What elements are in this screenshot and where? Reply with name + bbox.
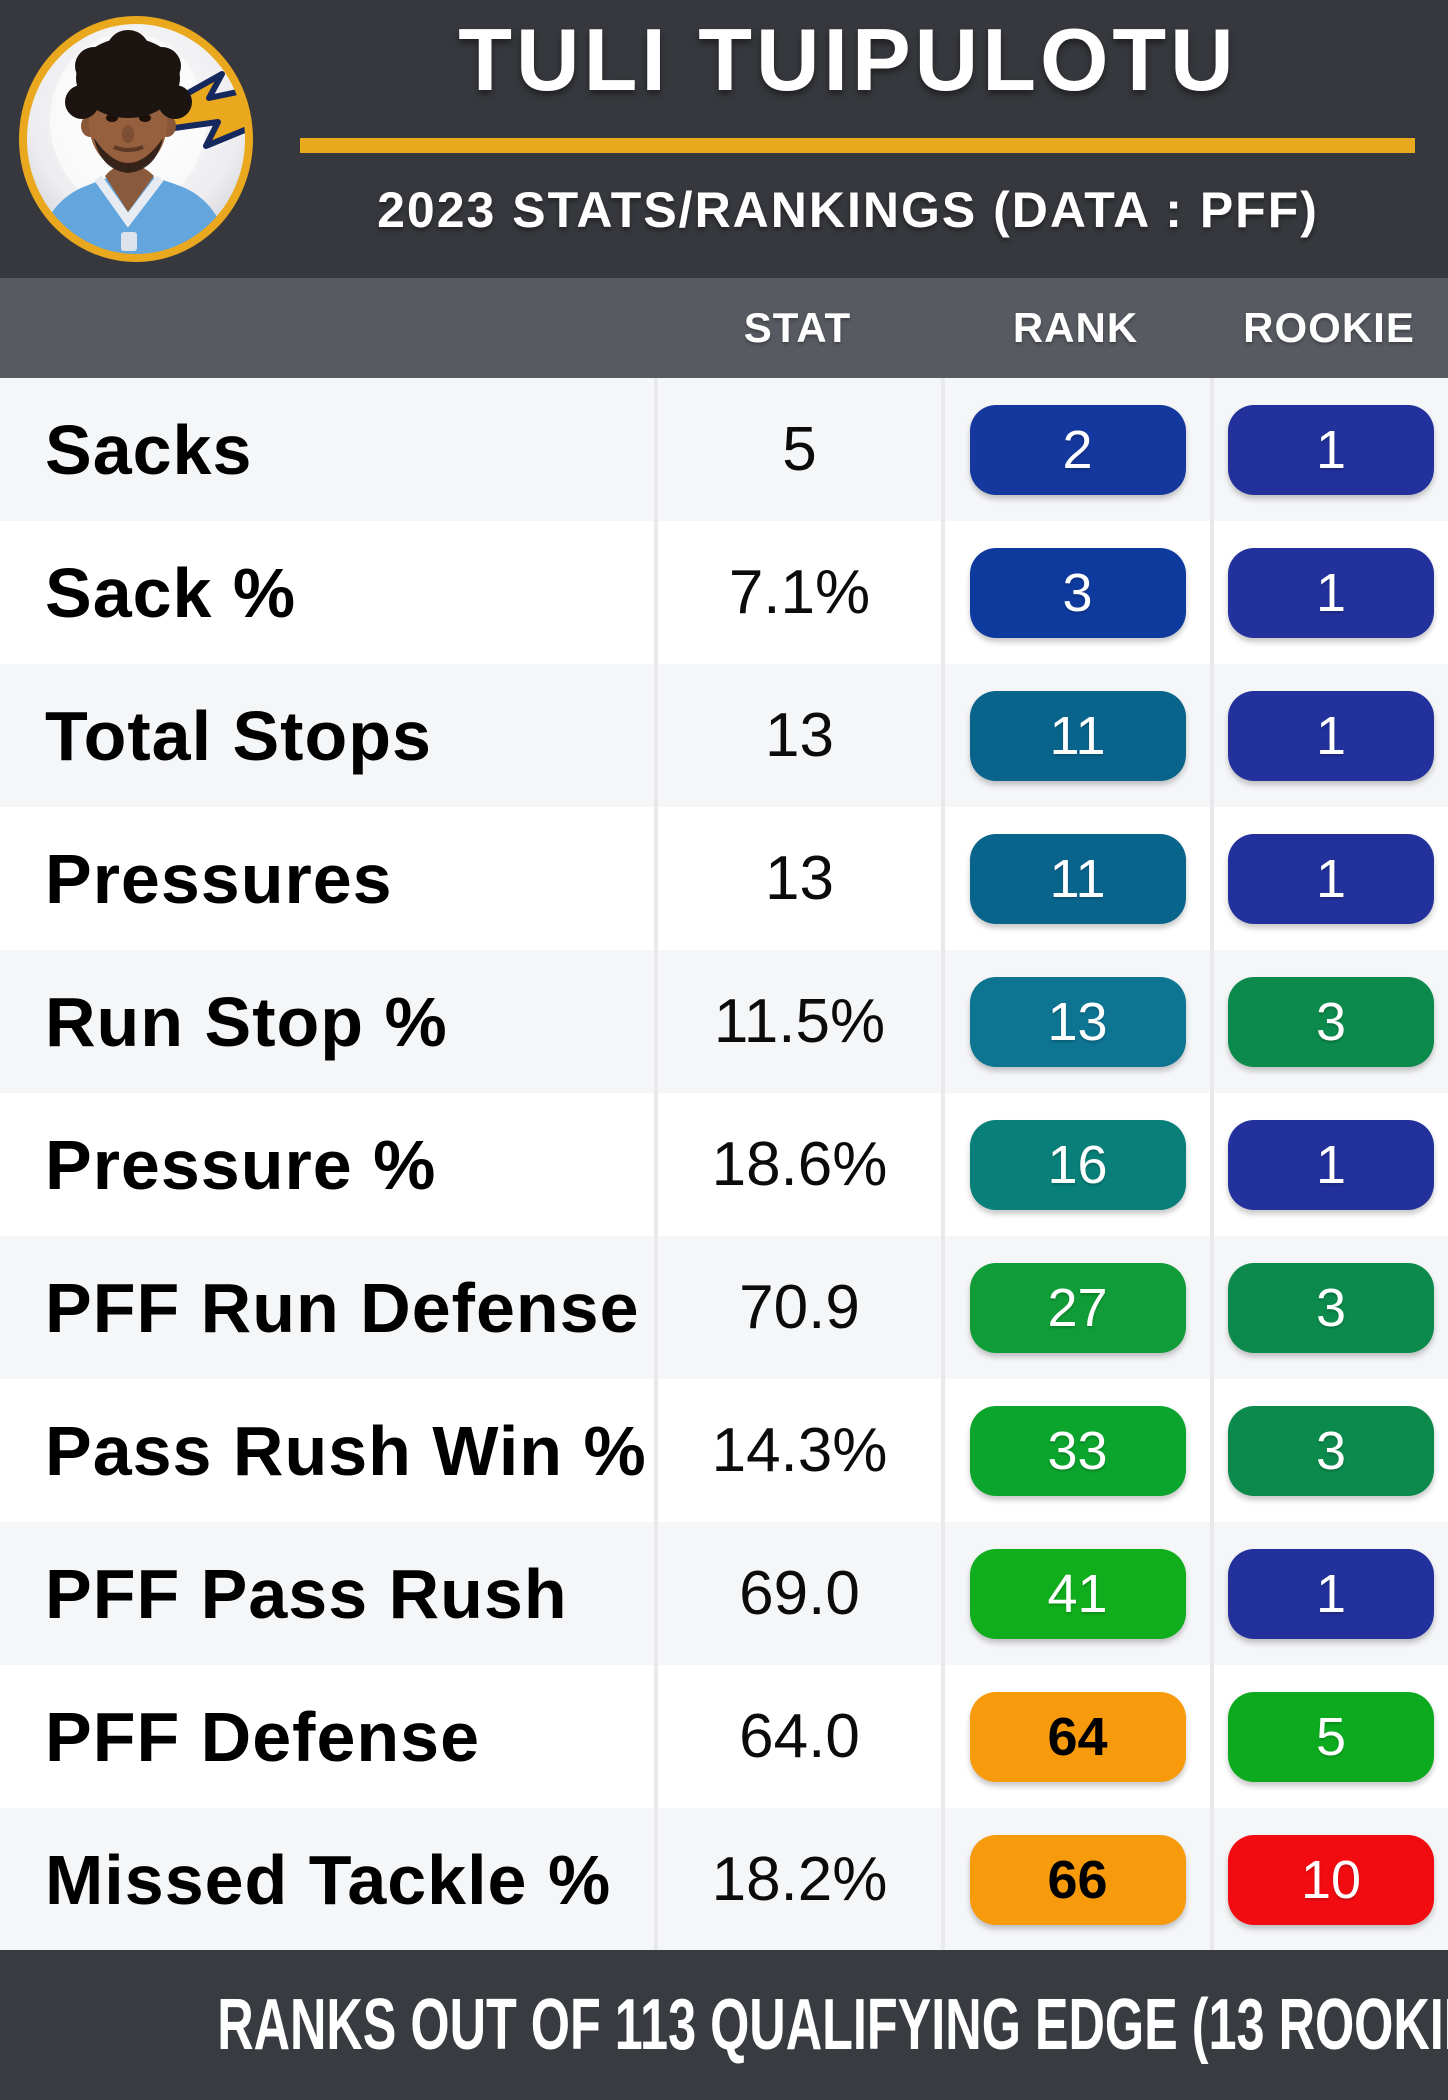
rank-badge: 41 <box>969 1548 1186 1639</box>
rookie-badge: 5 <box>1228 1691 1434 1782</box>
rookie-badge: 1 <box>1228 547 1434 638</box>
stat-label: Missed Tackle % <box>45 1840 612 1919</box>
stat-value: 5 <box>782 415 817 484</box>
stat-value: 13 <box>765 844 834 913</box>
table-row: PFF Defense 64.0 64 5 <box>0 1665 1448 1808</box>
column-header-rank: RANK <box>1012 304 1139 351</box>
table-row: Sack % 7.1% 3 1 <box>0 521 1448 664</box>
stat-value: 64.0 <box>739 1702 860 1771</box>
stat-value: 69.0 <box>739 1559 860 1628</box>
rank-badge: 27 <box>969 1262 1186 1353</box>
rookie-badge: 1 <box>1228 1119 1434 1210</box>
stat-label: Pass Rush Win % <box>45 1411 647 1490</box>
rank-badge: 2 <box>969 404 1186 495</box>
rookie-badge: 10 <box>1228 1834 1434 1925</box>
table-row: PFF Pass Rush 69.0 41 1 <box>0 1522 1448 1665</box>
rookie-badge: 1 <box>1228 1548 1434 1639</box>
table-row: Pressure % 18.6% 16 1 <box>0 1093 1448 1236</box>
stat-value: 7.1% <box>728 558 871 627</box>
footer-note: RANKS OUT OF 113 QUALIFYING EDGE (13 ROO… <box>217 1985 1448 2065</box>
table-row: Total Stops 13 11 1 <box>0 664 1448 807</box>
rank-badge: 3 <box>969 547 1186 638</box>
rank-badge: 66 <box>969 1834 1186 1925</box>
stat-value: 13 <box>765 701 834 770</box>
rookie-badge: 3 <box>1228 1262 1434 1353</box>
stat-value: 14.3% <box>711 1416 888 1485</box>
column-header-row: STAT RANK ROOKIE <box>0 278 1448 378</box>
footer-banner: RANKS OUT OF 113 QUALIFYING EDGE (13 ROO… <box>0 1950 1448 2100</box>
table-row: Sacks 5 2 1 <box>0 378 1448 521</box>
rookie-badge: 3 <box>1228 976 1434 1067</box>
page-title: TULI TUIPULOTU <box>458 10 1238 109</box>
column-header-rookie: ROOKIE <box>1243 304 1415 351</box>
stat-label: PFF Defense <box>45 1697 480 1776</box>
rookie-badge: 1 <box>1228 690 1434 781</box>
stat-label: Sack % <box>45 553 297 632</box>
stat-label: Total Stops <box>45 696 432 775</box>
rookie-badge: 3 <box>1228 1405 1434 1496</box>
stat-label: PFF Run Defense <box>45 1268 640 1347</box>
rank-badge: 16 <box>969 1119 1186 1210</box>
stat-value: 11.5% <box>713 987 886 1056</box>
stat-label: PFF Pass Rush <box>45 1554 568 1633</box>
table-row: PFF Run Defense 70.9 27 3 <box>0 1236 1448 1379</box>
rank-badge: 11 <box>969 690 1186 781</box>
player-photo <box>19 16 253 262</box>
rookie-badge: 1 <box>1228 833 1434 924</box>
rank-badge: 64 <box>969 1691 1186 1782</box>
rookie-badge: 1 <box>1228 404 1434 495</box>
rank-badge: 13 <box>969 976 1186 1067</box>
stat-label: Pressure % <box>45 1125 437 1204</box>
rank-badge: 33 <box>969 1405 1186 1496</box>
gold-divider <box>300 138 1415 153</box>
rank-badge: 11 <box>969 833 1186 924</box>
table-row: Pass Rush Win % 14.3% 33 3 <box>0 1379 1448 1522</box>
stats-table-body: Sacks 5 2 1 Sack % 7.1% 3 1 Total Stops … <box>0 378 1448 1951</box>
stat-value: 18.2% <box>711 1845 888 1914</box>
page-subtitle: 2023 STATS/RANKINGS (DATA : PFF) <box>377 182 1319 238</box>
stat-label: Run Stop % <box>45 982 448 1061</box>
stat-value: 70.9 <box>739 1273 860 1342</box>
table-row: Run Stop % 11.5% 13 3 <box>0 950 1448 1093</box>
stat-label: Sacks <box>45 410 253 489</box>
table-row: Pressures 13 11 1 <box>0 807 1448 950</box>
header-banner: TULI TUIPULOTU 2023 STATS/RANKINGS (DATA… <box>0 0 1448 278</box>
column-header-stat: STAT <box>743 304 852 351</box>
stat-value: 18.6% <box>711 1130 888 1199</box>
stat-label: Pressures <box>45 839 393 918</box>
table-row: Missed Tackle % 18.2% 66 10 <box>0 1808 1448 1951</box>
